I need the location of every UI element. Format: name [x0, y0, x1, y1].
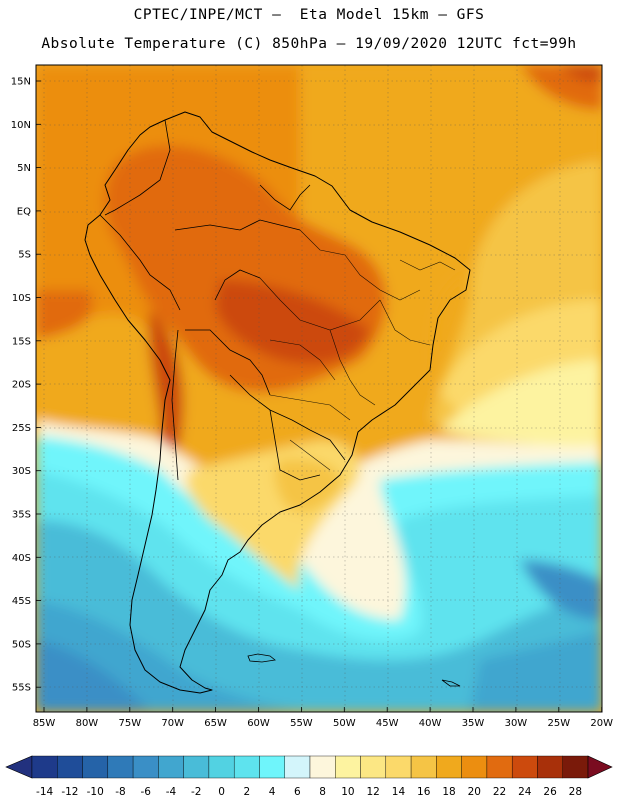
- colorbar-swatch: [309, 755, 336, 779]
- colorbar: -14 -12 -10 -8 -6 -4 -2 0 2 4 6 8 10 12 14 16 18 20 22 24 26…: [5, 755, 613, 798]
- colorbar-swatch: [436, 755, 462, 779]
- lat-tick-label: 40S: [12, 553, 31, 564]
- colorbar-swatch: [208, 755, 235, 779]
- colorbar-swatch: [410, 755, 437, 779]
- colorbar-swatch: [562, 755, 589, 779]
- country-borders: [99, 119, 346, 481]
- latitude-axis: 15N 10N 5N EQ 5S 10S 15S 20S 25S 30S 35S 40S 45S 50S 5…: [11, 77, 41, 694]
- lon-tick-label: 30W: [505, 718, 528, 729]
- lat-tick-label: 10S: [12, 293, 31, 304]
- colorbar-label: 10: [341, 786, 354, 798]
- temperature-field: [36, 65, 602, 712]
- colorbar-swatch: [537, 755, 563, 779]
- colorbar-swatch: [486, 755, 513, 779]
- lon-tick-label: 55W: [290, 718, 313, 729]
- colorbar-swatch: [335, 755, 361, 779]
- colorbar-label: -14: [36, 786, 53, 798]
- lat-tick-label: 30S: [12, 466, 31, 477]
- colorbar-label: 24: [518, 786, 532, 798]
- colorbar-swatch: [57, 755, 83, 779]
- colorbar-swatch: [233, 755, 260, 779]
- colorbar-swatch: [132, 755, 159, 779]
- lon-tick-label: 45W: [376, 718, 399, 729]
- lon-tick-label: 60W: [247, 718, 270, 729]
- colorbar-over-arrow: [587, 755, 613, 779]
- lon-tick-label: 65W: [204, 718, 227, 729]
- lat-tick-label: 15N: [11, 77, 31, 88]
- colorbar-swatch: [461, 755, 488, 779]
- title-line-2: Absolute Temperature (C) 850hPa – 19/09/…: [41, 36, 577, 52]
- lat-tick-label: 45S: [12, 596, 31, 607]
- colorbar-swatch: [183, 755, 210, 779]
- colorbar-label: 6: [294, 786, 301, 798]
- lat-tick-label: 20S: [12, 380, 31, 391]
- colorbar-swatch: [82, 755, 109, 779]
- colorbar-swatch: [385, 755, 412, 779]
- colorbar-label: 14: [392, 786, 406, 798]
- lon-tick-label: 50W: [333, 718, 356, 729]
- lat-tick-label: 25S: [12, 423, 31, 434]
- longitude-axis: 85W 80W 75W 70W 65W 60W 55W 50W 45W 40W 35W 30W 25W 2…: [33, 707, 613, 729]
- colorbar-label: -4: [166, 786, 177, 798]
- colorbar-swatch: [284, 755, 311, 779]
- lat-tick-label: 15S: [12, 336, 31, 347]
- map-frame: [35, 64, 603, 713]
- colorbar-label: 22: [493, 786, 506, 798]
- colorbar-label: -8: [115, 786, 125, 798]
- colorbar-label: 26: [543, 786, 557, 798]
- lat-tick-label: 55S: [12, 683, 31, 694]
- colorbar-label: -2: [191, 786, 201, 798]
- south-georgia: [441, 679, 461, 687]
- lat-tick-label: 5S: [18, 250, 31, 261]
- colorbar-label: -6: [140, 786, 151, 798]
- coastline-south-america: [84, 111, 471, 694]
- state-borders: [259, 229, 456, 471]
- lon-tick-label: 20W: [590, 718, 613, 729]
- colorbar-label: 16: [417, 786, 431, 798]
- colorbar-swatch: [158, 755, 184, 779]
- lat-tick-label: EQ: [17, 206, 31, 217]
- lon-tick-label: 40W: [419, 718, 442, 729]
- colorbar-label: 28: [569, 786, 582, 798]
- colorbar-label: -12: [61, 786, 78, 798]
- colorbar-swatch: [31, 755, 58, 779]
- colorbar-label: 0: [218, 786, 225, 798]
- lon-tick-label: 70W: [161, 718, 184, 729]
- colorbar-label: 20: [468, 786, 481, 798]
- lat-tick-label: 50S: [12, 639, 31, 650]
- colorbar-swatch: [511, 755, 538, 779]
- lon-tick-label: 80W: [76, 718, 99, 729]
- falkland-islands: [247, 653, 276, 663]
- lon-tick-label: 75W: [118, 718, 141, 729]
- lon-tick-label: 85W: [33, 718, 56, 729]
- colorbar-swatch: [360, 755, 387, 779]
- lat-tick-label: 35S: [12, 510, 31, 521]
- lon-tick-label: 35W: [462, 718, 485, 729]
- colorbar-label: 2: [243, 786, 250, 798]
- colorbar-swatch: [259, 755, 285, 779]
- lat-tick-label: 5N: [17, 163, 31, 174]
- colorbar-swatch: [107, 755, 134, 779]
- colorbar-label: -10: [87, 786, 104, 798]
- lat-tick-label: 10N: [11, 120, 31, 131]
- title-line-1: CPTEC/INPE/MCT – Eta Model 15km – GFS: [133, 7, 485, 23]
- colorbar-label: 4: [269, 786, 276, 798]
- colorbar-label: 12: [366, 786, 379, 798]
- colorbar-under-arrow: [5, 755, 33, 779]
- colorbar-label: 8: [319, 786, 326, 798]
- colorbar-label: 18: [442, 786, 455, 798]
- lon-tick-label: 25W: [547, 718, 570, 729]
